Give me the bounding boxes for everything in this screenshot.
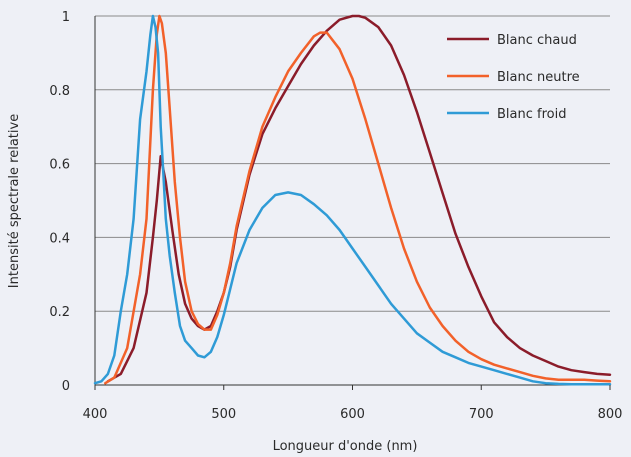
series-lines: [93, 14, 612, 386]
y-tick-label: 0: [62, 379, 70, 394]
y-tick-label: 0.2: [49, 305, 70, 320]
y-tick-labels: 0 0.2 0.4 0.6 0.8 1: [49, 10, 70, 394]
legend: Blanc chaud Blanc neutre Blanc froid: [447, 33, 580, 122]
x-axis-title: Longueur d'onde (nm): [273, 439, 418, 454]
legend-label-blanc-neutre: Blanc neutre: [497, 70, 580, 85]
y-axis-title: Intensité spectrale relative: [7, 114, 22, 288]
x-tick-labels: 400 500 600 700 800: [83, 385, 623, 422]
x-tick-label: 400: [83, 407, 108, 422]
x-tick-label: 500: [211, 407, 236, 422]
legend-label-blanc-froid: Blanc froid: [497, 107, 566, 122]
y-tick-label: 0.6: [49, 158, 70, 173]
series-line-blanc-neutre: [104, 14, 612, 385]
legend-label-blanc-chaud: Blanc chaud: [497, 33, 577, 48]
series-line-blanc-chaud: [106, 14, 612, 383]
series-line-blanc-froid: [93, 14, 612, 386]
y-tick-label: 0.8: [49, 84, 70, 99]
y-tick-label: 0.4: [49, 231, 70, 246]
x-tick-label: 700: [469, 407, 494, 422]
y-tick-label: 1: [62, 10, 70, 25]
x-tick-label: 600: [340, 407, 365, 422]
x-tick-label: 800: [598, 407, 623, 422]
